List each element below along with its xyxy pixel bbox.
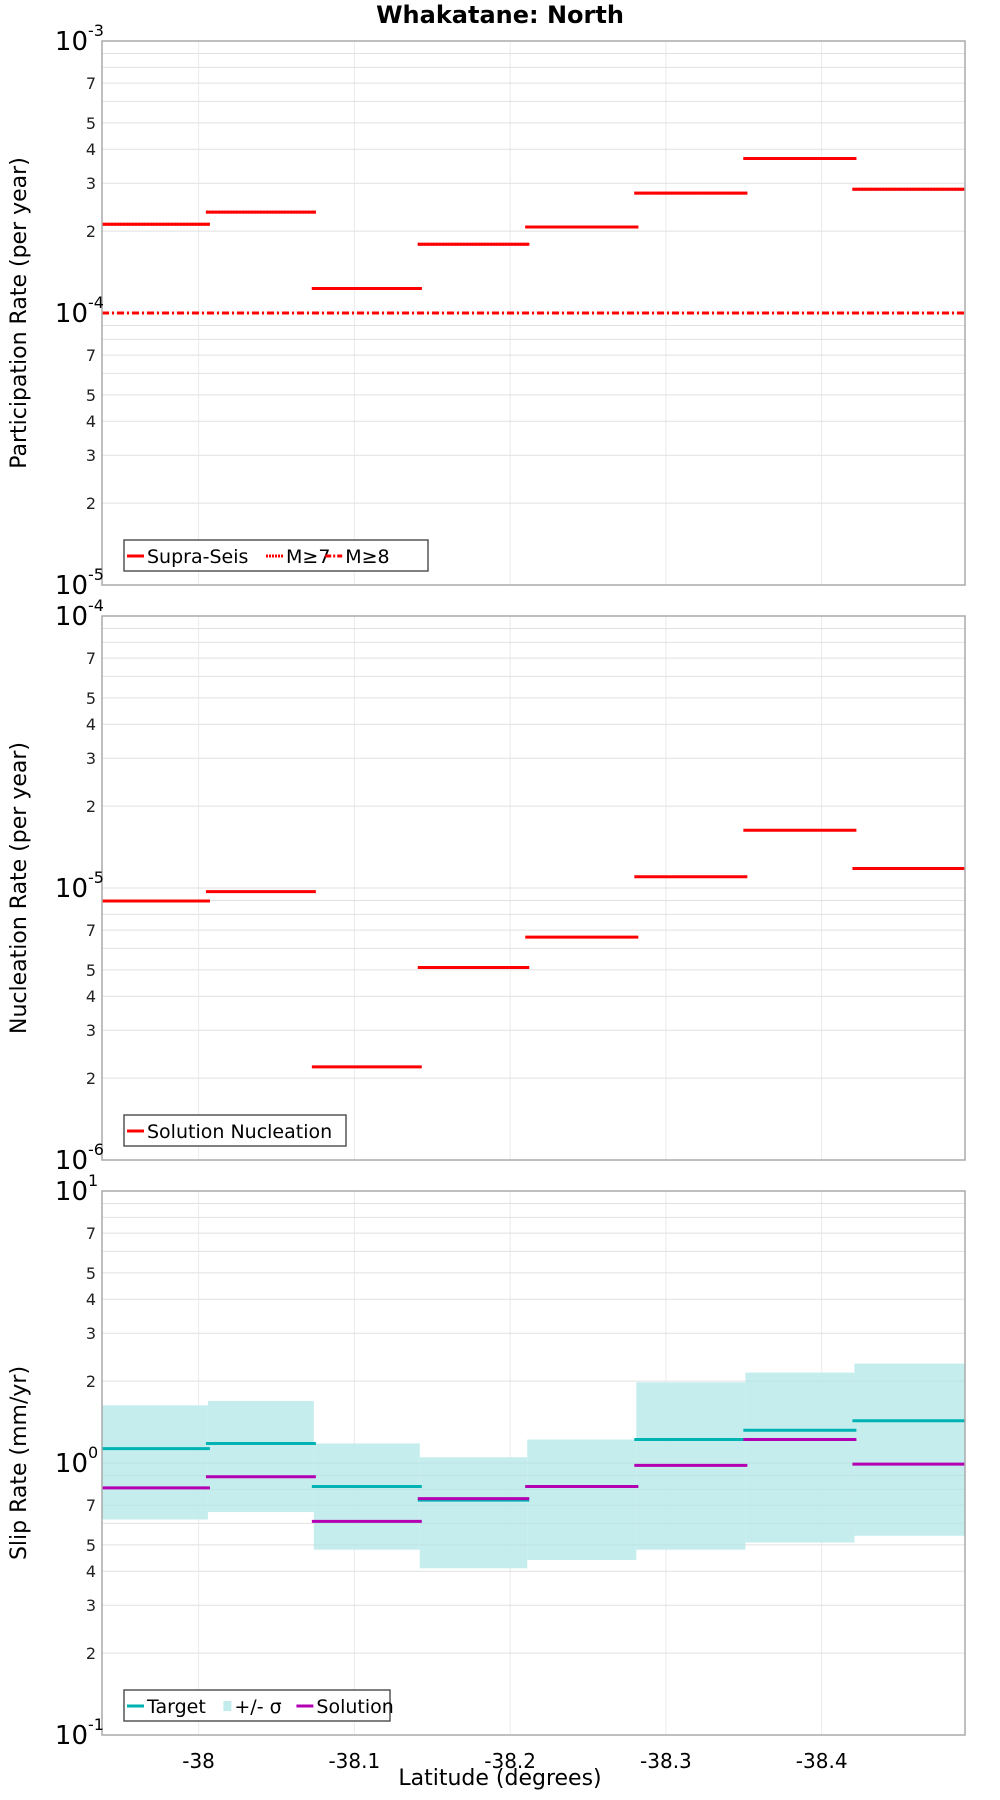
svg-text:5: 5 xyxy=(86,1264,96,1283)
svg-text:10: 10 xyxy=(55,1721,88,1751)
sigma-band xyxy=(745,1372,855,1543)
svg-text:-3: -3 xyxy=(88,21,104,40)
legend-label: M≥8 xyxy=(345,546,389,568)
svg-text:0: 0 xyxy=(88,1443,98,1462)
svg-text:1: 1 xyxy=(88,1171,98,1190)
svg-text:5: 5 xyxy=(86,689,96,708)
svg-text:10: 10 xyxy=(55,27,88,57)
svg-text:10: 10 xyxy=(55,1177,88,1207)
x-tick-label: -38.2 xyxy=(484,1749,536,1773)
x-tick-label: -38.3 xyxy=(640,1749,692,1773)
svg-text:10: 10 xyxy=(55,602,88,632)
legend-label: +/- σ xyxy=(234,1696,281,1718)
legend-label: Solution xyxy=(316,1696,393,1718)
svg-text:4: 4 xyxy=(86,140,96,159)
legend-participation: Supra-Seis M≥7 M≥8 xyxy=(123,539,429,572)
svg-text:3: 3 xyxy=(86,749,96,768)
sigma-band xyxy=(419,1457,528,1569)
svg-text:-1: -1 xyxy=(88,1715,104,1734)
svg-text:7: 7 xyxy=(86,921,96,940)
svg-text:-6: -6 xyxy=(88,1140,104,1159)
svg-text:10: 10 xyxy=(55,1449,88,1479)
sigma-band xyxy=(102,1405,208,1520)
svg-text:7: 7 xyxy=(86,649,96,668)
x-tick-label: -38.4 xyxy=(796,1749,848,1773)
legend-slip: Target +/- σ Solution xyxy=(123,1689,394,1722)
y-axis-label: Nucleation Rate (per year) xyxy=(7,742,32,1034)
svg-text:3: 3 xyxy=(86,446,96,465)
svg-text:2: 2 xyxy=(86,1644,96,1663)
svg-text:5: 5 xyxy=(86,961,96,980)
svg-text:3: 3 xyxy=(86,174,96,193)
svg-text:2: 2 xyxy=(86,1372,96,1391)
svg-text:4: 4 xyxy=(86,1290,96,1309)
svg-text:4: 4 xyxy=(86,987,96,1006)
svg-text:2: 2 xyxy=(86,222,96,241)
svg-text:-5: -5 xyxy=(88,868,104,887)
svg-text:4: 4 xyxy=(86,1562,96,1581)
svg-text:10: 10 xyxy=(55,874,88,904)
svg-text:5: 5 xyxy=(86,114,96,133)
sigma-band xyxy=(527,1439,637,1560)
svg-text:-4: -4 xyxy=(88,293,104,312)
svg-text:3: 3 xyxy=(86,1324,96,1343)
x-tick-label: -38.1 xyxy=(328,1749,380,1773)
svg-text:7: 7 xyxy=(86,74,96,93)
legend-label: M≥7 xyxy=(286,546,330,568)
svg-text:2: 2 xyxy=(86,494,96,513)
legend-nucleation: Solution Nucleation xyxy=(123,1114,347,1147)
y-axis-label: Participation Rate (per year) xyxy=(7,157,32,469)
svg-text:4: 4 xyxy=(86,412,96,431)
svg-text:4: 4 xyxy=(86,715,96,734)
sigma-band xyxy=(207,1401,314,1513)
svg-text:5: 5 xyxy=(86,1536,96,1555)
svg-text:-4: -4 xyxy=(88,596,104,615)
sigma-band xyxy=(854,1363,965,1536)
x-tick-label: -38 xyxy=(182,1749,215,1773)
svg-text:10: 10 xyxy=(55,299,88,329)
svg-text:3: 3 xyxy=(86,1021,96,1040)
legend-label: Supra-Seis xyxy=(147,546,248,568)
svg-text:7: 7 xyxy=(86,346,96,365)
svg-text:2: 2 xyxy=(86,797,96,816)
chart-title: Whakatane: North xyxy=(376,1,624,29)
svg-text:10: 10 xyxy=(55,571,88,601)
svg-text:10: 10 xyxy=(55,1146,88,1176)
sigma-band xyxy=(313,1443,420,1550)
svg-text:-5: -5 xyxy=(88,565,104,584)
legend-label: Target xyxy=(146,1696,206,1718)
svg-text:3: 3 xyxy=(86,1596,96,1615)
y-axis-label: Slip Rate (mm/yr) xyxy=(7,1366,32,1560)
x-axis-label: Latitude (degrees) xyxy=(398,1766,602,1791)
svg-text:5: 5 xyxy=(86,386,96,405)
svg-text:2: 2 xyxy=(86,1069,96,1088)
svg-text:7: 7 xyxy=(86,1224,96,1243)
legend-label: Solution Nucleation xyxy=(147,1121,332,1143)
svg-text:7: 7 xyxy=(86,1496,96,1515)
